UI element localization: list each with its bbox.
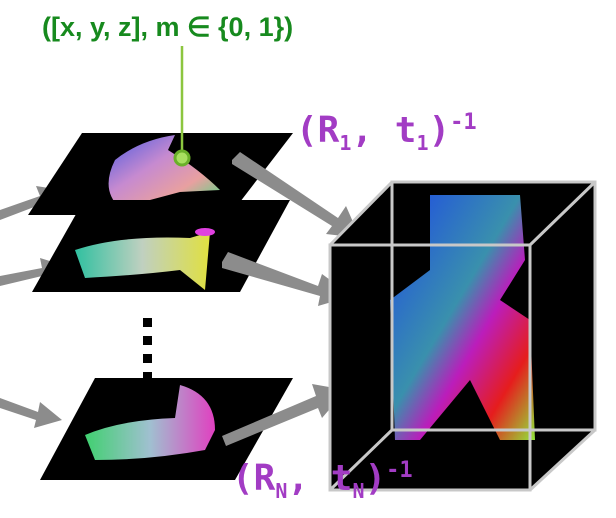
pose-mid: , t xyxy=(351,110,417,151)
transform-arrows xyxy=(222,152,360,446)
pose-sub: 1 xyxy=(416,131,429,156)
pose-sub: N xyxy=(275,479,288,504)
input-arrows xyxy=(0,186,66,428)
depth-frame-n xyxy=(40,378,293,480)
pose-sub: 1 xyxy=(339,131,352,156)
depth-frame-1 xyxy=(28,133,293,215)
pose-label-first: (R1, t1)-1 xyxy=(296,110,477,155)
pose-sub: N xyxy=(352,479,365,504)
pose-close: ) xyxy=(428,110,451,151)
pose-mid: , t xyxy=(287,458,353,499)
pose-open: (R xyxy=(296,110,340,151)
pose-exp: -1 xyxy=(386,458,413,483)
arrow-icon xyxy=(222,384,346,446)
point-label: ([x, y, z], m ∈ {0, 1}) xyxy=(42,12,294,42)
pose-open: (R xyxy=(232,458,276,499)
sample-point xyxy=(173,149,191,167)
ellipsis-dots xyxy=(143,318,152,381)
arrow-icon xyxy=(232,152,360,238)
pose-exp: -1 xyxy=(450,110,477,135)
arrow-icon xyxy=(0,398,62,428)
arrow-icon xyxy=(222,252,352,306)
pose-label-last: (RN, tN)-1 xyxy=(232,458,413,503)
pose-close: ) xyxy=(364,458,387,499)
reconstruction-cube xyxy=(328,180,597,492)
